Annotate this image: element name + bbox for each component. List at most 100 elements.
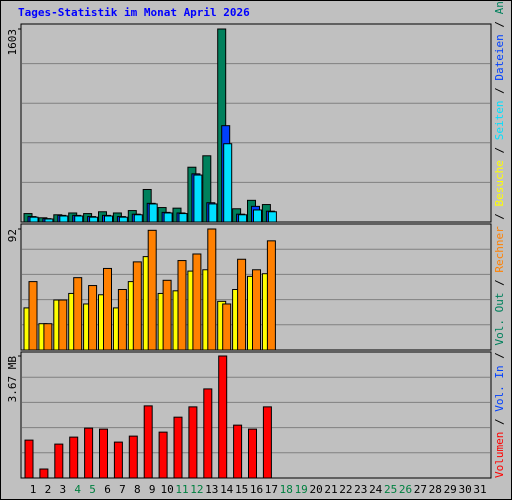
legend-separator: / — [493, 140, 506, 160]
bar — [233, 424, 243, 479]
x-tick-label: 10 — [160, 483, 173, 496]
bar — [58, 299, 68, 351]
bar — [118, 216, 128, 223]
bar — [28, 281, 38, 351]
x-tick-label: 4 — [74, 483, 81, 496]
bar — [99, 428, 108, 479]
bar — [59, 215, 69, 223]
panel — [20, 23, 492, 223]
bar — [237, 258, 247, 351]
legend: Volumen / Vol. In / Vol. Out / Rechner /… — [493, 0, 506, 478]
legend-separator: / — [493, 206, 506, 226]
bar — [132, 261, 142, 351]
bar — [133, 214, 143, 223]
legend-separator: / — [493, 14, 506, 34]
x-tick-label: 30 — [458, 483, 471, 496]
bar — [267, 211, 277, 223]
x-tick-label: 9 — [149, 483, 156, 496]
bar — [148, 203, 158, 223]
x-tick-label: 25 — [384, 483, 397, 496]
x-tick-label: 21 — [324, 483, 337, 496]
bar — [222, 303, 232, 351]
x-tick-label: 15 — [235, 483, 248, 496]
legend-item: Seiten — [493, 100, 506, 140]
legend-item: Volumen — [493, 432, 506, 478]
bar — [74, 215, 84, 223]
bar — [39, 468, 49, 479]
bar — [54, 443, 64, 479]
bar — [69, 436, 79, 479]
x-tick-label: 13 — [205, 483, 218, 496]
x-tick-label: 20 — [309, 483, 322, 496]
x-tick-label: 5 — [89, 483, 96, 496]
bar — [248, 428, 257, 479]
bar — [262, 406, 272, 479]
bar — [188, 406, 198, 479]
y-tick-label: 3.67 MB — [6, 356, 19, 403]
bar — [84, 427, 94, 479]
x-tick-label: 29 — [444, 483, 457, 496]
bar — [178, 213, 188, 223]
x-tick-label: 19 — [295, 483, 308, 496]
x-tick-label: 23 — [354, 483, 367, 496]
x-tick-label: 16 — [250, 483, 263, 496]
x-tick-label: 8 — [134, 483, 141, 496]
bar — [192, 253, 202, 351]
bar — [208, 203, 218, 223]
x-tick-label: 28 — [429, 483, 442, 496]
bar — [143, 405, 153, 479]
bar — [29, 216, 39, 223]
bar — [223, 143, 233, 223]
chart-title: Tages-Statistik im Monat April 2026 — [18, 6, 250, 19]
x-tick-label: 2 — [45, 483, 52, 496]
x-tick-label: 1 — [30, 483, 37, 496]
legend-item: Besuche — [493, 160, 506, 206]
x-tick-label: 17 — [265, 483, 278, 496]
bar — [117, 289, 127, 351]
bar — [252, 269, 261, 351]
x-tick-label: 24 — [369, 483, 383, 496]
legend-separator: / — [493, 81, 506, 101]
bar — [43, 323, 53, 351]
bar — [24, 439, 34, 479]
legend-item: Vol. Out — [493, 293, 506, 346]
bar — [88, 285, 98, 351]
legend-separator: / — [493, 273, 506, 293]
y-tick-label: 1603 — [6, 29, 19, 56]
bar — [128, 435, 138, 479]
bar — [162, 279, 172, 351]
y-tick-label: 92 — [6, 229, 19, 242]
bar — [163, 212, 173, 223]
x-tick-label: 14 — [220, 483, 234, 496]
bar — [44, 218, 54, 223]
bar — [218, 355, 228, 479]
bar — [193, 174, 203, 223]
bar — [203, 388, 213, 479]
legend-item: Anfragen — [493, 0, 506, 14]
x-tick-label: 22 — [339, 483, 352, 496]
x-tick-label: 11 — [175, 483, 188, 496]
bar — [113, 441, 123, 479]
bar — [103, 267, 112, 351]
bar — [73, 277, 83, 351]
bar — [238, 214, 248, 223]
legend-separator: / — [493, 346, 506, 366]
bar — [266, 240, 276, 351]
x-tick-label: 6 — [104, 483, 111, 496]
x-tick-label: 18 — [280, 483, 293, 496]
legend-item: Dateien — [493, 34, 506, 80]
x-tick-label: 27 — [414, 483, 427, 496]
x-tick-label: 12 — [190, 483, 203, 496]
x-tick-label: 31 — [473, 483, 486, 496]
bar — [158, 431, 168, 479]
legend-item: Vol. In — [493, 365, 506, 411]
legend-separator: / — [493, 412, 506, 432]
bar — [173, 416, 183, 479]
bar — [89, 216, 99, 223]
x-tick-label: 3 — [59, 483, 66, 496]
x-tick-label: 7 — [119, 483, 126, 496]
bar — [177, 260, 187, 351]
bar — [147, 229, 157, 351]
bar — [207, 228, 217, 351]
bar — [104, 215, 113, 223]
